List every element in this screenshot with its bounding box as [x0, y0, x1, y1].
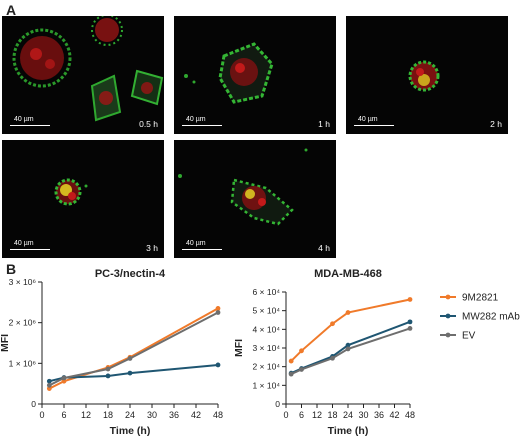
x-tick-label: 0 [283, 410, 288, 420]
data-point [330, 355, 335, 361]
scale-label: 40 µm [14, 116, 34, 123]
legend-marker [445, 332, 451, 338]
data-point [299, 348, 304, 354]
time-label: 1 h [318, 119, 330, 129]
x-tick-label: 6 [299, 410, 304, 420]
time-label: 4 h [318, 243, 330, 253]
scale-bar [182, 125, 222, 126]
x-tick-label: 48 [405, 410, 415, 420]
micrograph-0-5h: 40 µm 0.5 h [2, 16, 164, 134]
x-tick-label: 24 [125, 410, 135, 420]
scale-label: 40 µm [186, 240, 206, 247]
x-tick-label: 30 [358, 410, 368, 420]
micrograph-3h: 40 µm 3 h [2, 140, 164, 258]
legend-label: EV [462, 331, 476, 342]
y-axis-label: MFI [233, 339, 245, 357]
data-point [407, 326, 413, 331]
x-tick-label: 36 [169, 410, 179, 420]
scale-bar [354, 125, 394, 126]
x-tick-label: 30 [147, 410, 157, 420]
scale-bar [182, 249, 222, 250]
cell-image [12, 16, 164, 122]
series-line [290, 298, 411, 362]
x-tick-label: 18 [327, 410, 337, 420]
chart-title: PC-3/nectin-4 [95, 268, 166, 280]
x-tick-label: 36 [374, 410, 384, 420]
data-point [330, 321, 335, 327]
time-label: 2 h [490, 119, 502, 129]
data-point [105, 373, 111, 379]
data-point [61, 375, 67, 381]
y-tick-label: 3 × 10⁶ [9, 277, 36, 287]
y-tick-label: 5 × 10⁴ [252, 306, 280, 316]
data-point [345, 310, 351, 315]
y-tick-label: 3 × 10⁴ [252, 343, 280, 353]
cell-image [178, 148, 308, 226]
data-point [127, 356, 133, 361]
data-point [215, 310, 221, 315]
data-point [127, 370, 133, 376]
data-point [215, 306, 221, 311]
data-point [288, 371, 294, 377]
cell-image [54, 178, 88, 206]
data-point [345, 346, 351, 352]
y-tick-label: 1 × 10⁶ [9, 358, 36, 368]
x-axis-label: Time (h) [328, 425, 369, 437]
data-point [345, 342, 351, 348]
data-point [407, 297, 413, 302]
charts-svg: PC-3/nectin-4 0 1 × 10⁶ 2 × 10⁶ 3 × 10⁶ 0 6 12 1… [0, 268, 520, 437]
scale-bar [10, 249, 50, 250]
y-axis-label: MFI [0, 334, 11, 352]
x-tick-label: 0 [39, 410, 44, 420]
data-point [288, 358, 294, 364]
x-tick-label: 18 [103, 410, 113, 420]
data-point [407, 319, 413, 325]
time-label: 0.5 h [139, 119, 158, 129]
micrograph-2h: 40 µm 2 h [346, 16, 508, 134]
y-tick-label: 4 × 10⁴ [252, 324, 280, 334]
series-line [290, 327, 411, 376]
data-point [215, 362, 221, 368]
data-point [299, 367, 304, 372]
x-tick-label: 12 [81, 410, 91, 420]
x-axis-label: Time (h) [110, 425, 151, 437]
y-tick-label: 1 × 10⁴ [252, 380, 280, 390]
cell-image [408, 60, 440, 92]
y-tick-label: 0 [275, 399, 280, 409]
scale-label: 40 µm [358, 116, 378, 123]
data-point [46, 382, 52, 388]
y-tick-label: 2 × 10⁶ [9, 318, 36, 328]
micrograph-1h: 40 µm 1 h [174, 16, 336, 134]
chart-title: MDA-MB-468 [314, 268, 382, 280]
panel-a-label: A [6, 2, 17, 18]
scale-label: 40 µm [14, 240, 34, 247]
data-point [105, 366, 111, 372]
scale-label: 40 µm [186, 116, 206, 123]
time-label: 3 h [146, 243, 158, 253]
y-tick-label: 6 × 10⁴ [252, 287, 280, 297]
legend-marker [445, 313, 451, 319]
data-point [46, 378, 52, 384]
x-tick-label: 24 [343, 410, 353, 420]
micrograph-4h: 40 µm 4 h [174, 140, 336, 258]
cell-image [184, 42, 274, 104]
x-tick-label: 12 [312, 410, 322, 420]
y-tick-label: 2 × 10⁴ [252, 362, 280, 372]
x-tick-label: 42 [389, 410, 399, 420]
panel-b-label: B [6, 261, 17, 277]
scale-bar [10, 125, 50, 126]
y-tick-label: 0 [31, 399, 36, 409]
legend-label: 9M2821 [462, 293, 499, 304]
x-tick-label: 6 [61, 410, 66, 420]
legend-marker [445, 294, 451, 300]
line-charts: PC-3/nectin-4 0 1 × 10⁶ 2 × 10⁶ 3 × 10⁶ 0 6 12 1… [0, 262, 520, 441]
legend-label: MW282 mAb [462, 312, 520, 323]
x-tick-label: 48 [213, 410, 223, 420]
x-tick-label: 42 [191, 410, 201, 420]
